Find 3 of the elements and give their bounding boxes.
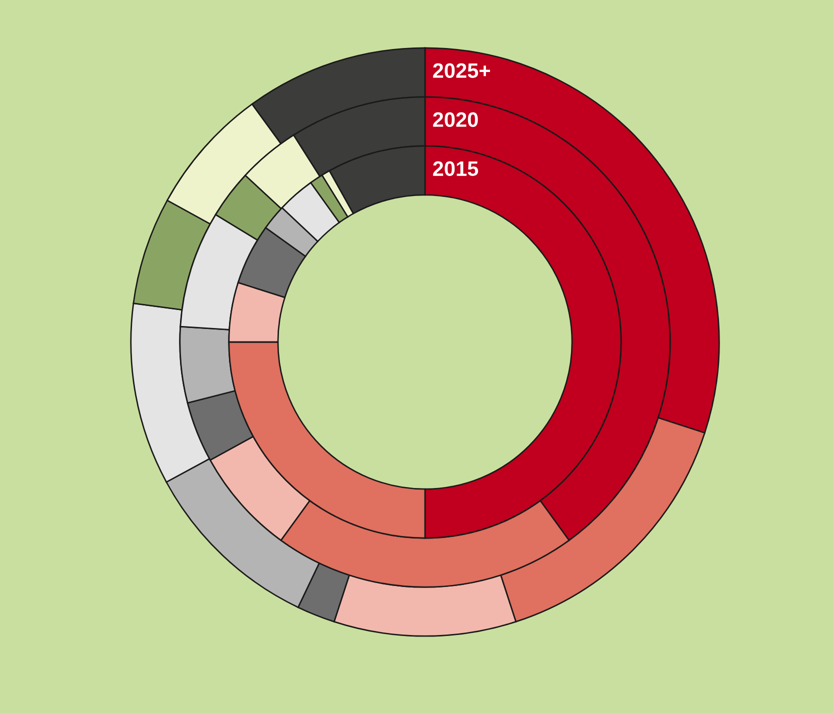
slice-label: 2020 (433, 112, 478, 128)
slice-label: 2025+ (433, 63, 490, 78)
slice-label: 2015 (433, 161, 478, 176)
